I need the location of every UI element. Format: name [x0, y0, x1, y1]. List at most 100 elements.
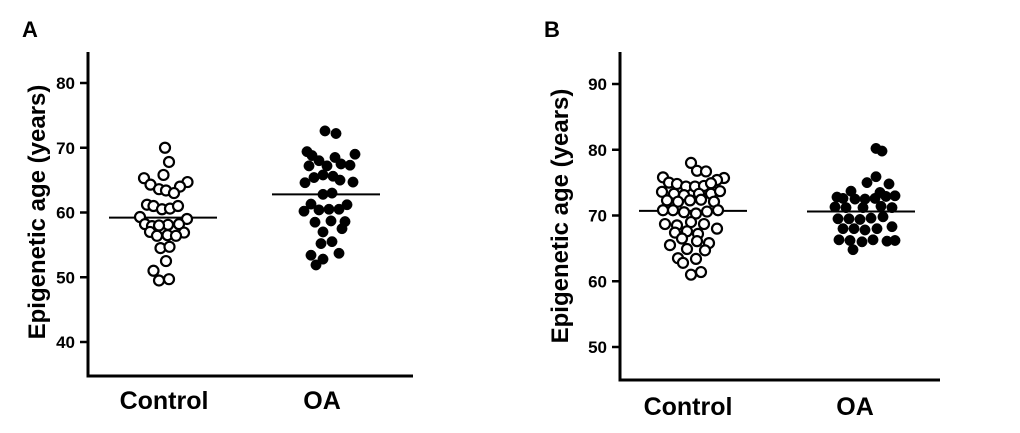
data-point-control-28: [711, 204, 725, 217]
data-point-oa-13: [308, 172, 320, 183]
data-point-control-12: [655, 185, 669, 198]
panel-a-y-ticks: 40 50 60 70 80: [56, 74, 88, 352]
data-point-oa-18: [886, 202, 898, 214]
data-point-oa-25: [848, 223, 860, 235]
data-point-control-27: [700, 205, 714, 218]
y-tick-label-80: 80: [588, 141, 607, 160]
data-point-control-1: [162, 155, 176, 169]
data-point-control-20: [683, 194, 697, 207]
data-point-control-41: [698, 244, 712, 257]
data-point-oa-28: [886, 221, 898, 233]
data-point-control-29: [159, 254, 173, 268]
data-point-oa-0: [319, 125, 331, 137]
y-tick-label-60: 60: [588, 272, 607, 291]
panel-b-axes: [618, 52, 940, 382]
y-tick-label-50: 50: [588, 338, 607, 357]
data-point-oa-22: [865, 212, 877, 224]
data-point-oa-15: [840, 202, 852, 214]
data-point-oa-29: [833, 234, 845, 246]
data-point-oa-6: [313, 155, 325, 167]
data-point-oa-11: [317, 169, 329, 181]
data-point-oa-23: [877, 211, 889, 223]
data-point-control-44: [689, 252, 703, 265]
data-point-control-9: [167, 186, 181, 200]
data-point-oa-34: [889, 235, 901, 246]
y-tick-label-70: 70: [56, 139, 75, 158]
y-tick-label-80: 80: [56, 74, 75, 93]
data-point-control-40: [663, 238, 677, 252]
data-point-control-24: [150, 229, 164, 242]
data-point-control-0: [158, 141, 172, 154]
data-point-oa-2: [870, 171, 882, 183]
data-point-control-47: [684, 268, 698, 281]
data-point-oa-27: [871, 223, 883, 235]
data-point-control-32: [697, 217, 711, 231]
data-point-oa-32: [867, 234, 879, 246]
data-point-control-42: [680, 242, 694, 256]
panel-b-points: [655, 142, 901, 281]
data-point-oa-8: [303, 160, 315, 172]
data-point-oa-23: [323, 203, 335, 215]
panel-a-y-axis-label: Epigenetic age (years): [24, 85, 51, 340]
data-point-control-17: [713, 185, 727, 198]
data-point-oa-13: [889, 190, 901, 202]
data-point-oa-16: [857, 202, 869, 214]
data-point-control-32: [162, 273, 176, 286]
data-point-control-19: [671, 195, 685, 208]
data-point-control-25: [677, 206, 691, 219]
data-point-oa-26: [859, 224, 871, 236]
y-tick-label-70: 70: [588, 207, 607, 226]
data-point-control-29: [658, 217, 672, 231]
data-point-oa-3: [349, 148, 361, 160]
data-point-oa-24: [837, 223, 849, 235]
data-point-oa-34: [317, 253, 329, 265]
data-point-oa-1: [330, 128, 342, 139]
data-point-control-46: [694, 265, 708, 279]
y-tick-label-50: 50: [56, 268, 75, 287]
data-point-oa-22: [313, 204, 325, 216]
data-point-oa-17: [875, 200, 887, 212]
panel-b-category-control: Control: [644, 393, 733, 421]
panel-b-y-ticks: 50 60 70 80 90: [588, 75, 620, 357]
data-point-oa-14: [334, 174, 346, 186]
data-point-control-28: [163, 240, 176, 253]
data-point-oa-28: [317, 226, 329, 238]
y-tick-label-90: 90: [588, 75, 607, 94]
panel-a-category-oa: OA: [303, 387, 341, 415]
data-point-oa-14: [829, 201, 841, 213]
data-point-oa-16: [347, 176, 359, 188]
data-point-oa-18: [326, 187, 338, 199]
data-point-control-38: [690, 235, 704, 248]
data-point-oa-24: [333, 203, 345, 215]
data-point-oa-26: [325, 215, 337, 227]
data-point-oa-21: [298, 205, 310, 217]
data-point-oa-35: [310, 259, 322, 271]
data-point-control-11: [704, 177, 718, 190]
data-point-control-23: [656, 204, 670, 217]
panel-b-letter: B: [544, 17, 560, 42]
data-point-oa-33: [333, 247, 345, 259]
data-point-oa-21: [854, 213, 866, 225]
data-point-oa-20: [843, 213, 855, 225]
data-point-control-26: [169, 229, 183, 242]
data-point-oa-9: [849, 193, 861, 205]
y-tick-label-40: 40: [56, 333, 75, 352]
panel-a-axes: [86, 52, 413, 378]
data-point-control-0: [684, 156, 698, 169]
data-point-control-18: [660, 194, 674, 207]
data-point-oa-8: [837, 192, 849, 204]
data-point-oa-30: [844, 235, 856, 246]
panel-b-category-oa: OA: [836, 393, 874, 421]
data-point-control-31: [152, 274, 166, 287]
data-point-oa-19: [305, 198, 317, 210]
data-point-control-21: [152, 219, 166, 232]
y-tick-label-60: 60: [56, 204, 75, 223]
data-point-oa-19: [832, 213, 844, 225]
data-point-control-24: [666, 204, 680, 217]
panel-a: A Epigenetic age (years) 40 50 60 70 80 Cont…: [22, 17, 413, 415]
data-point-control-2: [157, 168, 170, 182]
data-point-control-37: [675, 232, 689, 245]
data-point-oa-4: [883, 178, 895, 190]
data-point-control-14: [171, 199, 185, 213]
